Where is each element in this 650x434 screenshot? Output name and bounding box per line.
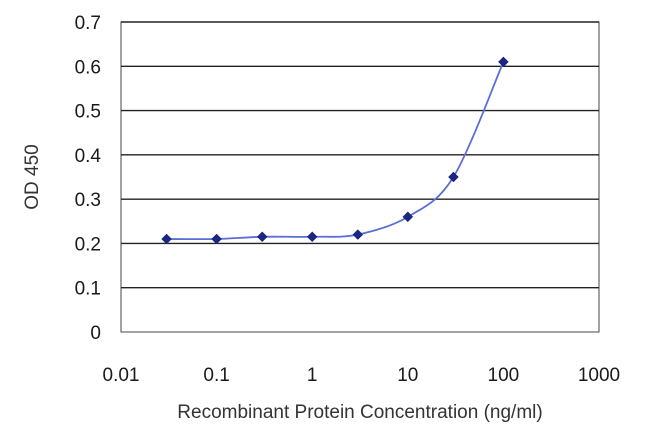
data-point-marker — [352, 229, 364, 240]
y-axis-tick-labels: 0 0.1 0.2 0.3 0.4 0.5 0.6 0.7 — [75, 13, 102, 344]
plot-area — [120, 21, 600, 333]
x-tick-label: 10 — [397, 365, 418, 386]
y-tick-label: 0.2 — [75, 234, 101, 255]
y-axis-title: OD 450 — [22, 144, 43, 209]
y-tick-label: 0.4 — [75, 146, 102, 167]
gridlines — [121, 21, 599, 289]
series-group — [161, 56, 509, 245]
y-tick-label: 0.5 — [75, 102, 101, 123]
x-tick-label: 0.1 — [203, 365, 229, 386]
data-point-marker — [211, 233, 222, 245]
y-tick-label: 0.7 — [75, 13, 101, 34]
data-point-marker — [448, 171, 459, 183]
y-tick-label: 0.1 — [75, 279, 101, 300]
data-point-marker — [306, 231, 318, 243]
x-tick-label: 1000 — [578, 365, 620, 386]
data-point-marker — [256, 231, 268, 243]
y-tick-label: 0.3 — [75, 190, 101, 211]
data-point-marker — [402, 211, 414, 223]
y-tick-label: 0.6 — [75, 57, 101, 78]
y-tick-label: 0 — [90, 323, 101, 344]
data-point-marker — [498, 56, 509, 68]
x-axis-title: Recombinant Protein Concentration (ng/ml… — [177, 402, 542, 423]
x-tick-label: 0.01 — [103, 365, 140, 386]
data-point-marker — [161, 233, 172, 245]
x-tick-label: 1 — [307, 365, 318, 386]
x-axis-tick-labels: 0.01 0.1 1 10 100 1000 — [103, 365, 621, 386]
x-tick-label: 100 — [488, 365, 520, 386]
series-line — [166, 61, 505, 241]
